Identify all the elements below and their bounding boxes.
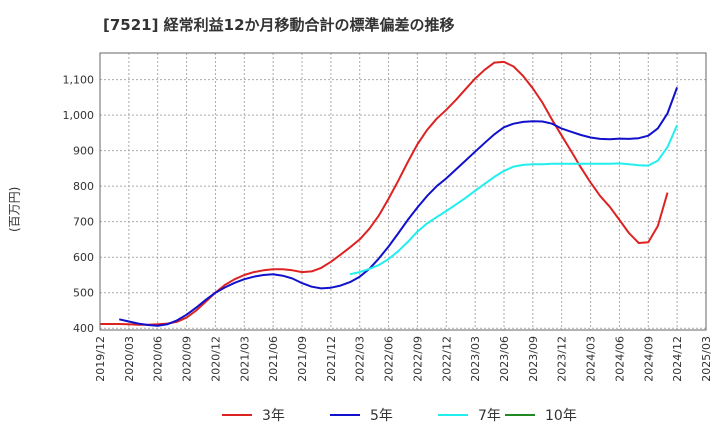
y-tick-label: 500 bbox=[73, 287, 94, 300]
legend-swatch bbox=[438, 414, 468, 416]
x-tick-label: 2023/09 bbox=[527, 336, 540, 382]
legend-label: 5年 bbox=[370, 408, 393, 424]
x-tick-label: 2025/03 bbox=[700, 336, 713, 382]
legend-item-3: 7年 bbox=[438, 403, 501, 427]
x-tick-label: 2020/09 bbox=[181, 336, 194, 382]
x-tick-label: 2022/12 bbox=[440, 336, 453, 382]
legend-swatch bbox=[505, 414, 535, 416]
plot-frame bbox=[99, 52, 707, 331]
x-tick-label: 2021/03 bbox=[238, 336, 251, 382]
x-tick-label: 2024/03 bbox=[585, 336, 598, 382]
x-tick-label: 2022/09 bbox=[411, 336, 424, 382]
y-tick-label: 1,100 bbox=[63, 74, 95, 87]
y-tick-label: 1,000 bbox=[63, 109, 95, 122]
legend-swatch bbox=[330, 414, 360, 416]
chart-title: [7521] 経常利益12か月移動合計の標準偏差の推移 bbox=[103, 16, 455, 34]
legend-item-2: 5年 bbox=[330, 403, 393, 427]
x-tick-label: 2020/06 bbox=[152, 336, 165, 382]
x-tick-label: 2020/12 bbox=[209, 336, 222, 382]
x-tick-labels: 2019/12 2020/03 2020/06 2020/09 2020/12 2021/… bbox=[94, 336, 713, 382]
legend-label: 3年 bbox=[262, 408, 285, 424]
x-tick-label: 2022/03 bbox=[354, 336, 367, 382]
legend-item-1: 3年 bbox=[222, 403, 285, 427]
x-tick-label: 2021/12 bbox=[325, 336, 338, 382]
legend-label: 7年 bbox=[478, 408, 501, 424]
x-tick-label: 2023/12 bbox=[556, 336, 569, 382]
y-tick-label: 700 bbox=[73, 216, 94, 229]
y-tick-label: 800 bbox=[73, 180, 94, 193]
x-tick-label: 2023/03 bbox=[469, 336, 482, 382]
x-tick-label: 2021/06 bbox=[267, 336, 280, 382]
legend-swatch bbox=[222, 414, 252, 416]
x-tick-label: 2019/12 bbox=[94, 336, 107, 382]
x-tick-label: 2020/03 bbox=[123, 336, 136, 382]
x-tick-label: 2021/09 bbox=[296, 336, 309, 382]
series-line-3 bbox=[349, 124, 679, 276]
x-tick-label: 2024/12 bbox=[671, 336, 684, 382]
legend: 3年 5年 7年 10年 bbox=[0, 403, 720, 427]
series-layer bbox=[100, 60, 679, 327]
x-tick-label: 2024/09 bbox=[642, 336, 655, 382]
y-tick-label: 400 bbox=[73, 322, 94, 335]
legend-item-4: 10年 bbox=[505, 403, 577, 427]
x-tick-label: 2024/06 bbox=[613, 336, 626, 382]
x-tick-label: 2022/06 bbox=[383, 336, 396, 382]
series-line-1 bbox=[100, 60, 669, 326]
x-tick-label: 2023/06 bbox=[498, 336, 511, 382]
series-line-2 bbox=[118, 87, 679, 327]
line-chart: 400 500 600 700 800 900 1,000 1,100 2019/12 2020… bbox=[63, 52, 713, 382]
legend-label: 10年 bbox=[545, 408, 577, 424]
grid-layer bbox=[99, 53, 707, 330]
y-tick-label: 600 bbox=[73, 251, 94, 264]
y-tick-label: 900 bbox=[73, 145, 94, 158]
y-tick-labels: 400 500 600 700 800 900 1,000 1,100 bbox=[63, 74, 95, 336]
